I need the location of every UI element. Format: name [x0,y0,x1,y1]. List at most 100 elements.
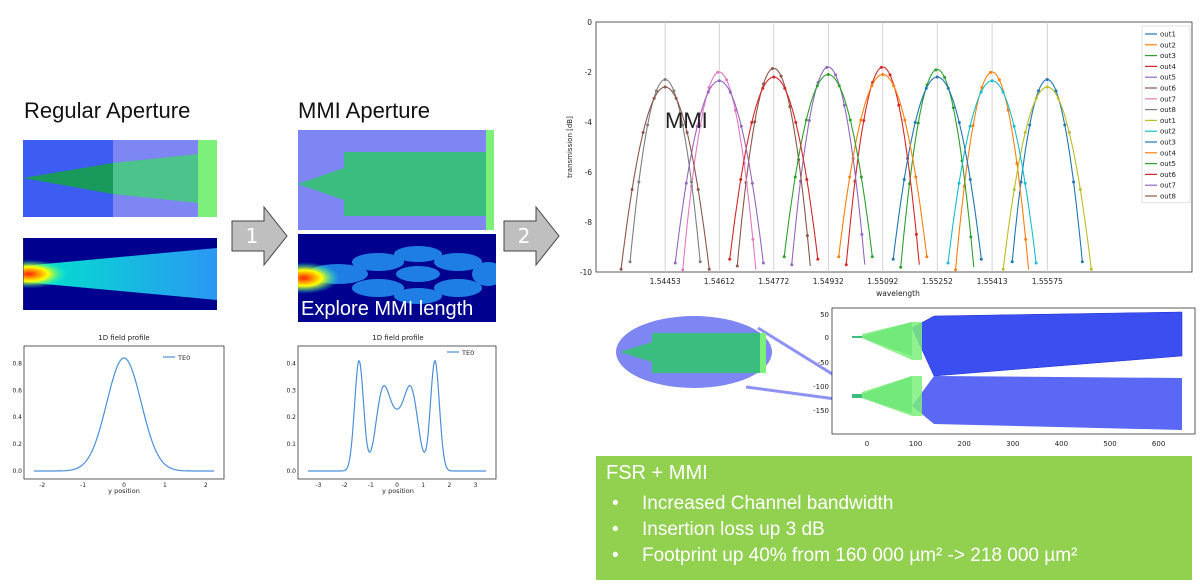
series-point [844,263,848,267]
series-point [753,120,757,124]
profile-mid-legend: TE0 [461,349,474,357]
xtick-label: 1.55575 [1032,277,1063,286]
series-point [804,118,808,122]
series-point [1072,180,1076,184]
series-point [725,78,729,82]
series-point [684,181,688,185]
arrow-2: 2 [503,205,560,267]
regular-field-heatmap [23,238,217,310]
series-point [681,123,685,127]
series-point [794,121,798,125]
ytick-label: -6 [585,168,593,177]
xtick-label: 1.54772 [758,277,789,286]
series-point [1023,131,1027,135]
profile-chart-mid: 1D field profile 0.0 0.1 0.2 0.3 0.4 -3 -2 -1 0… [286,334,497,495]
series-point [837,84,841,88]
series-point [969,235,973,239]
series-point [870,84,874,88]
transmission-yticks: 0 -2 -4 -6 -8 -10 [580,18,592,277]
ytick-label: 0.4 [286,360,296,367]
series-point [826,73,830,76]
summary-list: • Increased Channel bandwidth • Insertion … [606,491,1182,569]
series-point [916,121,920,125]
ytick-label: 0.8 [12,360,22,367]
series-point [761,261,765,265]
series-point [924,86,928,90]
series-point [750,121,754,125]
series-point [1063,123,1067,127]
series-point [897,103,901,107]
regular-aperture-heading: Regular Aperture [24,98,191,123]
profile-left-legend: TE0 [177,354,190,362]
series-point [779,74,783,78]
series-point [728,257,732,261]
legend-entry: out3 [1160,139,1176,147]
legend-entry: out8 [1160,106,1176,114]
ytick-label: 0.3 [286,387,296,394]
layout-waveguides [852,311,1183,430]
series-point [1054,89,1058,93]
legend-entry: out8 [1160,193,1176,201]
profile-left-curve [34,357,214,472]
xtick-label: 600 [1152,440,1165,448]
profile-chart-left: 1D field profile 0.0 0.2 0.4 0.6 0.8 -2 -1 0 1 2… [12,334,225,495]
legend-entry: out4 [1160,63,1176,71]
series-point [946,86,950,90]
explore-mmi-length-label: Explore MMI length [301,298,474,320]
series-point [925,255,929,259]
series-point [673,261,677,265]
series-point [1089,267,1093,271]
xtick-label: 2 [447,482,451,489]
series-point [637,180,641,184]
legend-entry: out2 [1160,128,1176,136]
series-point [782,255,786,259]
series-point [951,106,955,110]
series-point [788,105,792,109]
transmission-xticks: 1.54453 1.54612 1.54772 1.54932 1.55092 1.552… [650,277,1063,286]
layout-xticks: 0 100 200 300 400 500 600 [865,440,1166,448]
ytick-label: -8 [585,218,593,227]
series-point [954,268,958,272]
series-point [698,260,702,264]
ytick-label: -2 [585,68,593,77]
series-point [1034,261,1038,265]
series-point [739,124,743,128]
series-point [888,73,892,77]
xtick-label: 0 [865,440,869,448]
series-point [1012,188,1016,192]
legend-entry: out4 [1160,149,1176,157]
ytick-label: 0.2 [12,441,22,448]
ytick-label: -50 [818,359,829,367]
series-point [717,79,721,83]
series-point [807,118,811,122]
series-point [848,175,852,179]
profile-mid-yticks: 0.0 0.1 0.2 0.3 0.4 [286,360,296,475]
profile-mid-curve [308,359,486,472]
profile-mid-xlabel: y position [382,487,414,495]
series-point [672,89,676,93]
layout-inset [616,316,859,404]
xtick-label: 0 [122,482,126,489]
series-point [698,123,702,127]
series-point [663,85,667,89]
profile-left-title: 1D field profile [98,334,150,342]
xtick-label: 100 [909,440,922,448]
series-point [1010,260,1014,264]
profile-mid-title: 1D field profile [372,334,424,342]
series-point [751,237,755,241]
series-point [891,257,895,261]
ytick-label: 0.4 [12,414,22,421]
summary-title: FSR + MMI [606,462,708,484]
xtick-label: 1.54453 [650,277,681,286]
arrow-1: 1 [231,205,288,267]
xtick-label: -1 [368,482,374,489]
xtick-label: 1.54932 [813,277,844,286]
xtick-label: 2 [204,482,208,489]
series-point [733,108,737,112]
layout-plot: 500-50-100-150 0 100 200 300 400 500 600 [813,307,1196,448]
legend-entry: out7 [1160,95,1176,103]
series-point [772,75,776,79]
xtick-label: 1 [163,482,167,489]
transmission-ylabel: transmission [dB] [566,116,574,178]
series-line-out4 [845,66,920,265]
